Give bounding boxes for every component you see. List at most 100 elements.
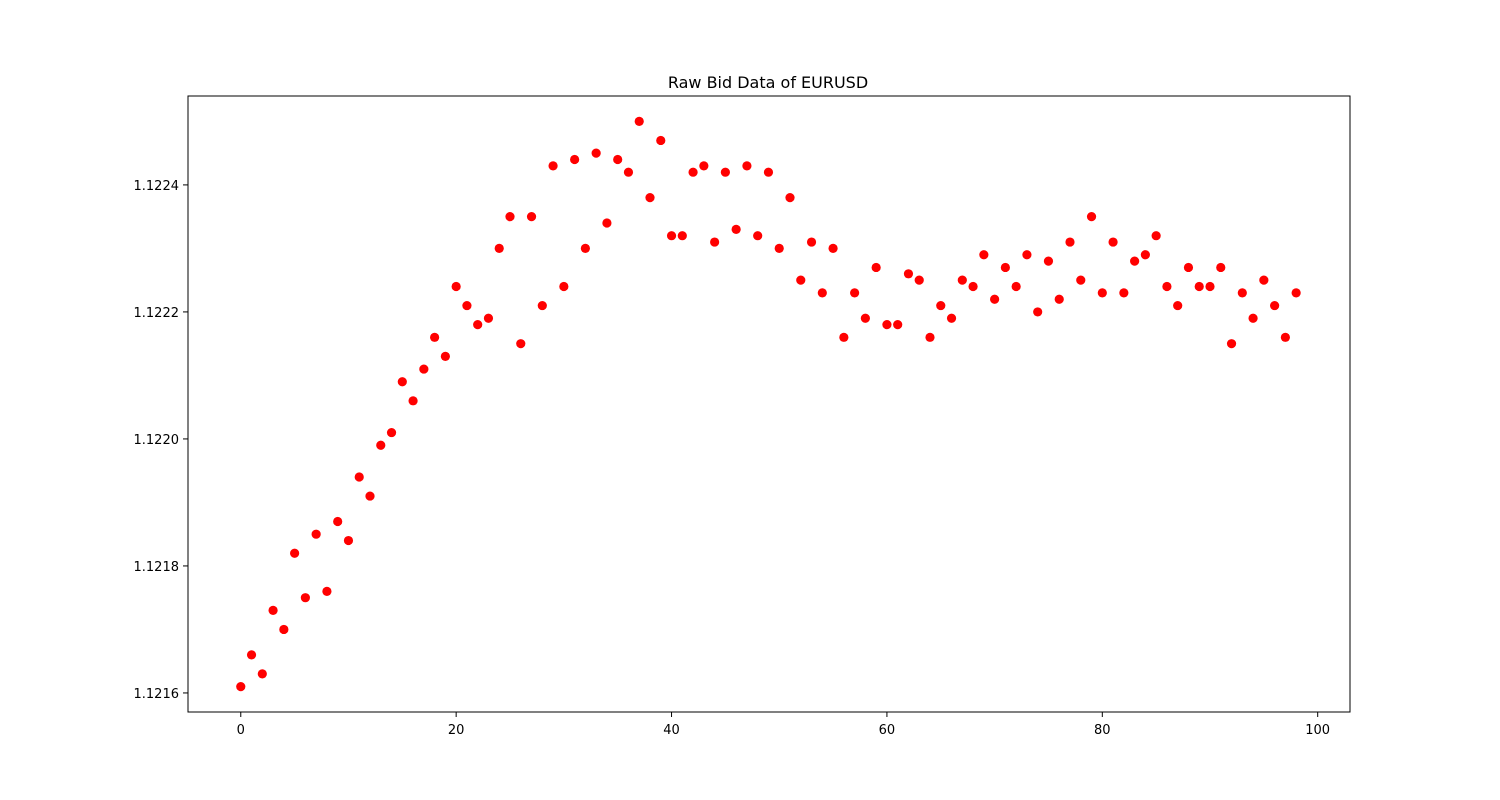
data-point xyxy=(903,269,914,279)
data-point xyxy=(1033,307,1043,317)
data-point xyxy=(430,332,440,342)
data-point xyxy=(699,161,709,171)
data-point xyxy=(580,243,590,254)
data-point xyxy=(1280,332,1290,342)
y-tick-label: 1.1224 xyxy=(134,179,180,194)
data-point xyxy=(882,320,892,330)
data-point xyxy=(343,535,354,546)
data-point xyxy=(645,193,655,203)
data-point xyxy=(419,364,429,374)
data-point xyxy=(311,529,321,539)
data-point xyxy=(613,154,623,165)
data-point xyxy=(483,313,494,323)
data-point xyxy=(839,332,849,342)
data-point xyxy=(526,212,537,222)
data-point xyxy=(946,313,957,323)
y-tick-label: 1.1220 xyxy=(134,433,180,448)
data-point xyxy=(300,593,310,603)
data-point xyxy=(796,275,806,285)
data-point xyxy=(440,351,450,361)
data-point xyxy=(602,218,612,228)
data-point xyxy=(246,650,257,660)
data-point xyxy=(656,135,666,146)
data-point xyxy=(290,548,300,558)
data-point xyxy=(785,193,795,203)
data-point xyxy=(322,586,332,596)
data-point xyxy=(850,288,860,298)
data-point xyxy=(333,516,343,527)
data-point xyxy=(710,237,720,247)
data-point xyxy=(1065,237,1075,247)
data-point xyxy=(473,320,483,330)
data-point xyxy=(968,281,978,292)
data-point xyxy=(591,148,601,158)
data-point xyxy=(1237,288,1247,298)
data-point xyxy=(979,250,989,260)
data-point xyxy=(1173,300,1183,311)
data-point xyxy=(871,262,881,273)
data-point xyxy=(1162,281,1172,292)
y-tick-label: 1.1222 xyxy=(134,306,180,321)
data-point xyxy=(1022,250,1032,260)
data-point xyxy=(1259,275,1269,285)
data-point xyxy=(666,231,677,241)
data-point xyxy=(688,167,698,177)
data-point xyxy=(677,231,687,241)
x-tick-label: 0 xyxy=(237,723,245,738)
data-point xyxy=(386,427,397,438)
data-point xyxy=(1151,231,1161,241)
x-axis: 0 20 40 60 80 100 xyxy=(237,712,1330,738)
data-point xyxy=(1130,256,1140,266)
data-point xyxy=(623,167,634,177)
data-point xyxy=(936,300,946,311)
data-point xyxy=(828,243,838,254)
data-point xyxy=(451,281,461,292)
data-point xyxy=(1216,262,1226,273)
data-point xyxy=(914,275,924,285)
data-point xyxy=(462,300,472,311)
data-point xyxy=(1000,262,1010,273)
data-point xyxy=(537,300,547,311)
y-tick-label: 1.1218 xyxy=(134,560,180,575)
data-point xyxy=(806,237,817,247)
data-point xyxy=(548,161,558,171)
data-point xyxy=(1043,256,1054,266)
data-point xyxy=(1054,294,1064,304)
data-point xyxy=(236,682,246,692)
data-point xyxy=(279,624,289,635)
x-tick-label: 100 xyxy=(1305,723,1330,738)
data-point xyxy=(1183,262,1194,273)
data-point xyxy=(1076,275,1086,285)
data-point xyxy=(1140,250,1150,260)
data-point xyxy=(1226,339,1237,349)
data-point xyxy=(1270,300,1280,311)
data-point xyxy=(893,320,903,330)
plot-area-frame xyxy=(187,95,1351,713)
data-point xyxy=(257,669,267,679)
data-point xyxy=(559,281,569,292)
data-point xyxy=(268,605,278,615)
data-point xyxy=(925,332,935,342)
data-point xyxy=(763,167,774,177)
data-point xyxy=(774,243,784,254)
data-point xyxy=(1086,212,1097,222)
y-axis: 1.1216 1.1218 1.1220 1.1222 1.1224 xyxy=(134,179,188,702)
x-tick-label: 60 xyxy=(879,723,896,738)
x-tick-label: 40 xyxy=(663,723,680,738)
data-point xyxy=(742,161,752,171)
data-point xyxy=(516,339,526,349)
data-point xyxy=(753,231,763,241)
data-point xyxy=(860,313,870,323)
data-points xyxy=(236,116,1301,692)
data-point xyxy=(1119,288,1129,298)
data-point xyxy=(494,243,504,254)
data-point xyxy=(376,440,386,450)
data-point xyxy=(1205,281,1215,292)
data-point xyxy=(720,167,730,177)
data-point xyxy=(1291,288,1301,298)
x-tick-label: 80 xyxy=(1094,723,1111,738)
data-point xyxy=(634,116,644,126)
data-point xyxy=(1108,237,1118,247)
data-point xyxy=(397,377,407,387)
data-point xyxy=(1248,313,1258,323)
